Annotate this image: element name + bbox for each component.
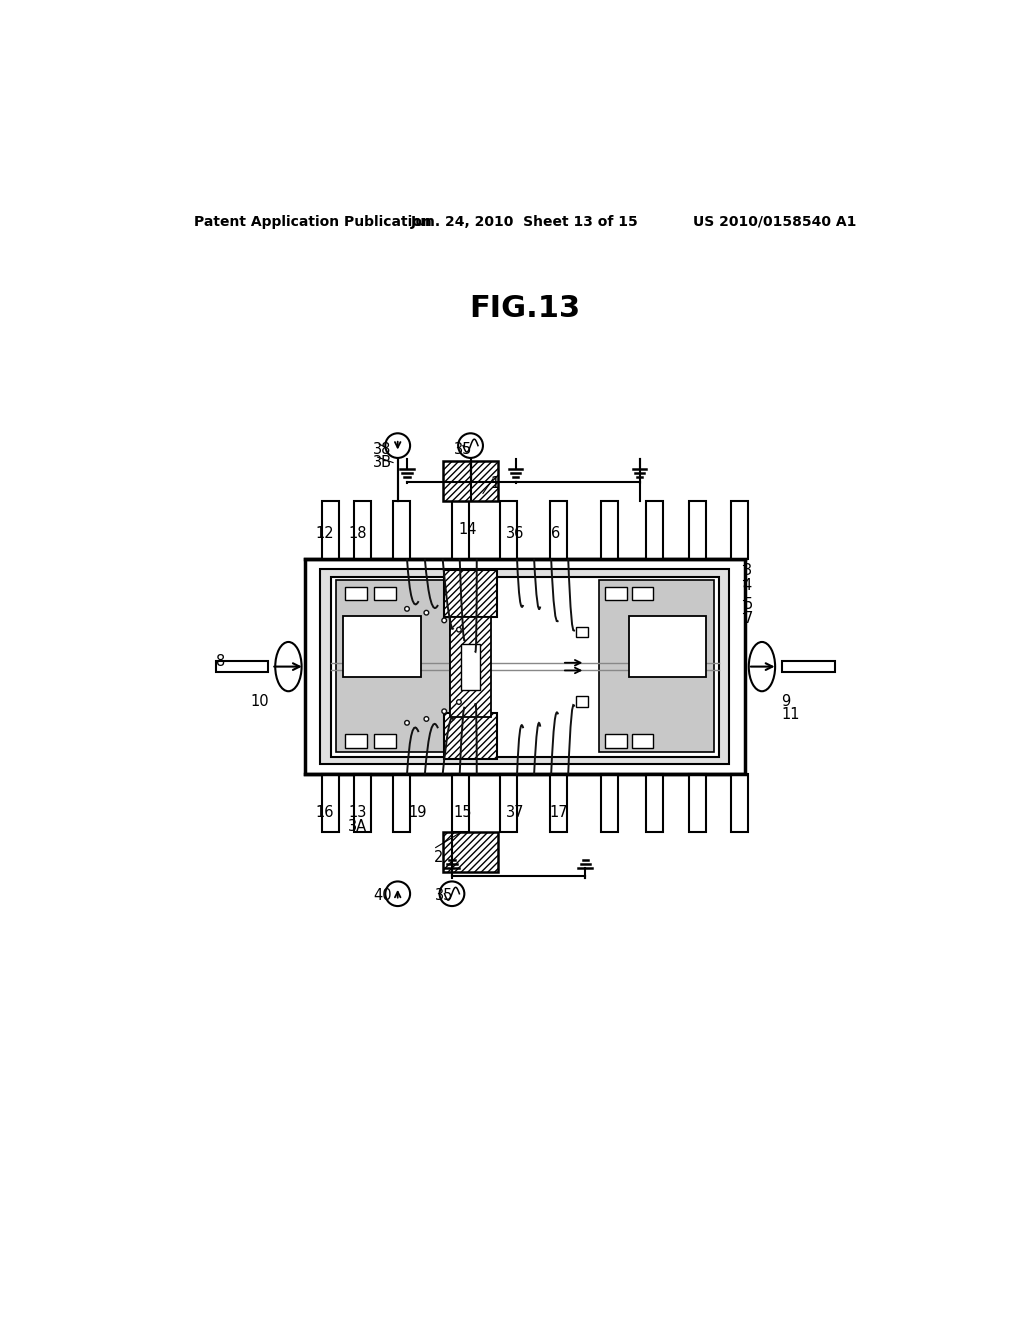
Bar bbox=[452, 502, 469, 558]
Bar bbox=[375, 586, 396, 601]
Text: 19: 19 bbox=[409, 805, 427, 820]
Bar bbox=[345, 734, 367, 748]
Bar bbox=[550, 502, 566, 558]
Text: 2: 2 bbox=[434, 850, 443, 865]
Bar bbox=[550, 775, 566, 832]
Bar bbox=[444, 570, 497, 616]
Text: 4: 4 bbox=[742, 578, 752, 593]
Bar bbox=[689, 775, 707, 832]
Bar bbox=[375, 734, 396, 748]
Bar bbox=[321, 569, 729, 764]
Bar bbox=[646, 502, 663, 558]
Bar bbox=[599, 581, 714, 752]
Bar bbox=[500, 502, 517, 558]
Text: 8: 8 bbox=[216, 653, 225, 668]
Bar bbox=[354, 775, 372, 832]
Text: 35: 35 bbox=[454, 442, 472, 457]
Text: 5: 5 bbox=[744, 597, 754, 612]
Text: 12: 12 bbox=[315, 527, 334, 541]
Text: 3A: 3A bbox=[348, 818, 368, 834]
Text: 13: 13 bbox=[348, 805, 367, 820]
Bar bbox=[782, 661, 835, 672]
Text: 17: 17 bbox=[550, 805, 568, 820]
Bar bbox=[575, 627, 589, 638]
Bar bbox=[322, 502, 339, 558]
Circle shape bbox=[457, 627, 461, 632]
Text: 7: 7 bbox=[744, 611, 754, 626]
Text: Jun. 24, 2010  Sheet 13 of 15: Jun. 24, 2010 Sheet 13 of 15 bbox=[411, 215, 639, 228]
Circle shape bbox=[424, 717, 429, 721]
Text: 35: 35 bbox=[435, 888, 454, 903]
Text: 38: 38 bbox=[373, 442, 391, 457]
Circle shape bbox=[404, 721, 410, 725]
Bar bbox=[354, 502, 372, 558]
Text: 36: 36 bbox=[506, 527, 524, 541]
Text: 37: 37 bbox=[506, 805, 524, 820]
Circle shape bbox=[457, 700, 461, 705]
Text: 15: 15 bbox=[454, 805, 472, 820]
Bar bbox=[322, 775, 339, 832]
Bar bbox=[646, 775, 663, 832]
Text: 16: 16 bbox=[315, 805, 334, 820]
Bar bbox=[601, 775, 617, 832]
Text: US 2010/0158540 A1: US 2010/0158540 A1 bbox=[693, 215, 856, 228]
Bar bbox=[632, 586, 653, 601]
Bar bbox=[442, 461, 499, 502]
Text: 3B: 3B bbox=[373, 455, 392, 470]
Text: Patent Application Publication: Patent Application Publication bbox=[194, 215, 432, 228]
Bar bbox=[393, 775, 410, 832]
Bar bbox=[601, 502, 617, 558]
Bar bbox=[343, 615, 421, 677]
Bar bbox=[442, 832, 499, 873]
Bar bbox=[331, 577, 719, 756]
Bar bbox=[345, 586, 367, 601]
Text: 3: 3 bbox=[742, 562, 752, 578]
Text: 18: 18 bbox=[348, 527, 367, 541]
Bar bbox=[216, 661, 268, 672]
Bar bbox=[444, 713, 497, 759]
Bar bbox=[629, 615, 707, 677]
Bar bbox=[461, 644, 480, 689]
Ellipse shape bbox=[275, 642, 302, 692]
Bar bbox=[452, 775, 469, 832]
Ellipse shape bbox=[749, 642, 775, 692]
Bar bbox=[731, 502, 748, 558]
Circle shape bbox=[385, 882, 410, 906]
Bar bbox=[500, 775, 517, 832]
Bar bbox=[689, 502, 707, 558]
Bar bbox=[605, 734, 627, 748]
Bar bbox=[451, 616, 490, 717]
Circle shape bbox=[404, 607, 410, 611]
Text: 40: 40 bbox=[373, 888, 391, 903]
Bar bbox=[393, 502, 410, 558]
Bar bbox=[336, 581, 451, 752]
Text: 11: 11 bbox=[781, 708, 800, 722]
Text: 6: 6 bbox=[551, 527, 560, 541]
Bar bbox=[605, 586, 627, 601]
Text: 9: 9 bbox=[781, 693, 791, 709]
Bar bbox=[305, 558, 744, 775]
Text: 10: 10 bbox=[251, 693, 269, 709]
Text: FIG.13: FIG.13 bbox=[469, 294, 581, 323]
Bar bbox=[632, 734, 653, 748]
Circle shape bbox=[439, 882, 464, 906]
Circle shape bbox=[442, 709, 446, 714]
Circle shape bbox=[424, 610, 429, 615]
Text: 14: 14 bbox=[458, 521, 476, 537]
Bar bbox=[575, 696, 589, 706]
Circle shape bbox=[385, 433, 410, 458]
Bar bbox=[731, 775, 748, 832]
Circle shape bbox=[458, 433, 483, 458]
Text: 1: 1 bbox=[490, 477, 500, 491]
Circle shape bbox=[442, 618, 446, 623]
